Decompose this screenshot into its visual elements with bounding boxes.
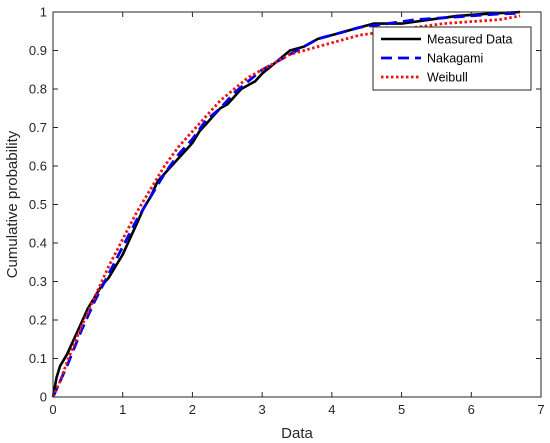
- x-tick-label: 2: [189, 402, 196, 417]
- y-axis-label: Cumulative probability: [4, 130, 21, 278]
- x-tick-label: 5: [398, 402, 405, 417]
- y-tick-label: 0.9: [29, 43, 47, 58]
- y-tick-label: 1: [40, 5, 47, 20]
- x-tick-label: 6: [468, 402, 475, 417]
- x-tick-label: 3: [259, 402, 266, 417]
- x-axis-label: Data: [281, 425, 313, 442]
- y-tick-label: 0.2: [29, 313, 47, 328]
- y-tick-label: 0.5: [29, 197, 47, 212]
- legend-label: Weibull: [427, 71, 468, 85]
- y-tick-label: 0.6: [29, 159, 47, 174]
- x-tick-label: 1: [119, 402, 126, 417]
- x-tick-label: 4: [328, 402, 335, 417]
- legend: Measured Data Nakagami Weibull: [372, 26, 532, 91]
- series-line-nakagami: [51, 11, 521, 398]
- y-tick-label: 0.8: [29, 82, 47, 97]
- y-tick-label: 0.3: [29, 274, 47, 289]
- y-tick-label: 0.1: [29, 351, 47, 366]
- legend-label: Nakagami: [427, 52, 483, 66]
- axes-layer: 0 1 2 3 4 5 6 7 0 0.1 0.2 0.3 0.4 0.5 0.6 0.7 0.8 0.9 1: [29, 5, 545, 418]
- y-tick-label: 0.7: [29, 120, 47, 135]
- x-tick-label: 0: [49, 402, 56, 417]
- legend-label: Measured Data: [427, 33, 513, 47]
- x-tick-label: 7: [537, 402, 544, 417]
- y-tick-label: 0: [40, 390, 47, 405]
- y-tick-label: 0.4: [29, 236, 47, 251]
